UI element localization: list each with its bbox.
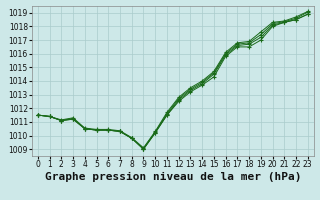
X-axis label: Graphe pression niveau de la mer (hPa): Graphe pression niveau de la mer (hPa) [44, 172, 301, 182]
